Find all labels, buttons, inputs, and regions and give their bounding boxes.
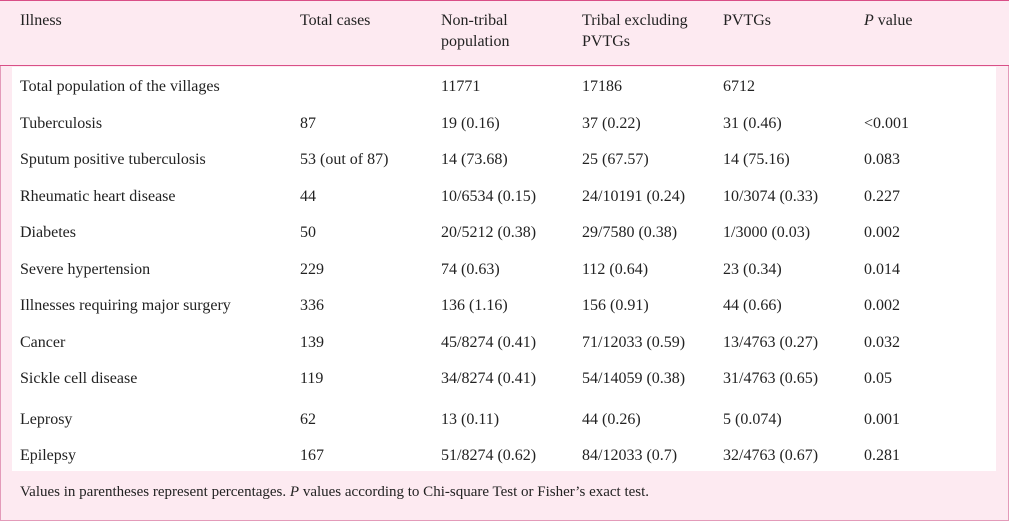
cell-total-cases: 119	[300, 370, 324, 387]
cell-p-value: 0.227	[864, 188, 900, 205]
cell-total-cases: 53 (out of 87)	[300, 151, 389, 168]
header-non-tribal-line1: Non-tribal	[441, 12, 508, 29]
table-row: Epilepsy 167 51/8274 (0.62) 84/12033 (0.7) 3…	[12, 444, 996, 480]
header-p-value-label: value	[873, 12, 913, 29]
header-tribal-line2: PVTGs	[582, 33, 631, 50]
cell-p-value: 0.014	[864, 261, 900, 278]
cell-pvtgs: 32/4763 (0.67)	[723, 447, 819, 464]
header-tribal-excluding: Tribal excluding PVTGs	[582, 10, 688, 52]
table-row: Sputum positive tuberculosis 53 (out of 8…	[12, 148, 996, 184]
cell-non-tribal: 136 (1.16)	[441, 297, 508, 314]
cell-non-tribal: 11771	[441, 78, 481, 95]
table-row: Tuberculosis 87 19 (0.16) 37 (0.22) 31 (0.46…	[12, 112, 996, 148]
cell-tribal-excluding: 44 (0.26)	[582, 411, 641, 428]
cell-non-tribal: 10/6534 (0.15)	[441, 188, 537, 205]
header-p-value: P value	[864, 10, 912, 31]
header-p-letter: P	[864, 12, 874, 29]
cell-tribal-excluding: 84/12033 (0.7)	[582, 447, 678, 464]
cell-total-cases: 62	[300, 411, 316, 428]
cell-pvtgs: 14 (75.16)	[723, 151, 790, 168]
table-row: Rheumatic heart disease 44 10/6534 (0.15) 2…	[12, 185, 996, 221]
cell-p-value: 0.05	[864, 370, 892, 387]
cell-pvtgs: 13/4763 (0.27)	[723, 334, 819, 351]
cell-non-tribal: 51/8274 (0.62)	[441, 447, 537, 464]
cell-p-value: <0.001	[864, 115, 910, 132]
cell-pvtgs: 5 (0.074)	[723, 411, 782, 428]
cell-non-tribal: 19 (0.16)	[441, 115, 500, 132]
cell-tribal-excluding: 112 (0.64)	[582, 261, 649, 278]
cell-p-value: 0.083	[864, 151, 900, 168]
cell-total-cases: 336	[300, 297, 324, 314]
footnote-text-2: values according to Chi-square Test or F…	[299, 484, 650, 500]
cell-non-tribal: 13 (0.11)	[441, 411, 500, 428]
header-non-tribal-line2: population	[441, 33, 510, 50]
table-row: Leprosy 62 13 (0.11) 44 (0.26) 5 (0.074) 0.00…	[12, 408, 996, 444]
cell-p-value: 0.032	[864, 334, 900, 351]
cell-total-cases: 139	[300, 334, 324, 351]
cell-p-value: 0.001	[864, 411, 900, 428]
cell-illness: Rheumatic heart disease	[20, 188, 176, 205]
header-illness-label: Illness	[20, 12, 62, 29]
header-total-cases: Total cases	[300, 10, 370, 31]
table-row: Illnesses requiring major surgery 336 136 …	[12, 294, 996, 330]
header-pvtgs: PVTGs	[723, 10, 771, 31]
cell-tribal-excluding: 54/14059 (0.38)	[582, 370, 686, 387]
cell-illness: Illnesses requiring major surgery	[20, 297, 231, 314]
cell-non-tribal: 45/8274 (0.41)	[441, 334, 537, 351]
cell-non-tribal: 74 (0.63)	[441, 261, 500, 278]
table-row: Sickle cell disease 119 34/8274 (0.41) 54/1…	[12, 367, 996, 403]
table-row: Diabetes 50 20/5212 (0.38) 29/7580 (0.38) 1/…	[12, 221, 996, 257]
cell-tribal-excluding: 156 (0.91)	[582, 297, 649, 314]
header-illness: Illness	[20, 10, 62, 31]
cell-tribal-excluding: 24/10191 (0.24)	[582, 188, 686, 205]
header-tribal-line1: Tribal excluding	[582, 12, 688, 29]
table-row: Total population of the villages 11771 171…	[12, 75, 996, 111]
cell-total-cases: 44	[300, 188, 316, 205]
cell-pvtgs: 10/3074 (0.33)	[723, 188, 819, 205]
cell-pvtgs: 6712	[723, 78, 755, 95]
cell-pvtgs: 44 (0.66)	[723, 297, 782, 314]
footnote-p-letter: P	[289, 484, 300, 500]
cell-illness: Epilepsy	[20, 447, 76, 464]
cell-tribal-excluding: 17186	[582, 78, 622, 95]
cell-pvtgs: 31 (0.46)	[723, 115, 782, 132]
cell-non-tribal: 20/5212 (0.38)	[441, 224, 537, 241]
footnote-text-1: Values in parentheses represent percenta…	[20, 484, 290, 500]
cell-illness: Total population of the villages	[20, 78, 220, 95]
cell-non-tribal: 34/8274 (0.41)	[441, 370, 537, 387]
header-pvtgs-label: PVTGs	[723, 12, 772, 29]
cell-pvtgs: 23 (0.34)	[723, 261, 782, 278]
cell-total-cases: 87	[300, 115, 316, 132]
cell-pvtgs: 1/3000 (0.03)	[723, 224, 811, 241]
table-footnote: Values in parentheses represent percenta…	[20, 482, 649, 502]
cell-illness: Cancer	[20, 334, 66, 351]
cell-illness: Severe hypertension	[20, 261, 151, 278]
header-non-tribal: Non-tribal population	[441, 10, 509, 52]
cell-tribal-excluding: 29/7580 (0.38)	[582, 224, 678, 241]
cell-illness: Leprosy	[20, 411, 73, 428]
cell-p-value: 0.281	[864, 447, 900, 464]
cell-tribal-excluding: 37 (0.22)	[582, 115, 641, 132]
table-header: Illness Total cases Non-tribal populatio…	[0, 0, 1009, 66]
cell-illness: Diabetes	[20, 224, 76, 241]
cell-pvtgs: 31/4763 (0.65)	[723, 370, 819, 387]
cell-total-cases: 167	[300, 447, 324, 464]
table-body: Total population of the villages 11771 171…	[12, 67, 996, 471]
cell-illness: Tuberculosis	[20, 115, 103, 132]
cell-illness: Sickle cell disease	[20, 370, 138, 387]
cell-p-value: 0.002	[864, 297, 900, 314]
cell-tribal-excluding: 71/12033 (0.59)	[582, 334, 686, 351]
table-row: Severe hypertension 229 74 (0.63) 112 (0.64…	[12, 258, 996, 294]
header-total-cases-label: Total cases	[300, 12, 371, 29]
cell-non-tribal: 14 (73.68)	[441, 151, 508, 168]
cell-illness: Sputum positive tuberculosis	[20, 151, 206, 168]
cell-tribal-excluding: 25 (67.57)	[582, 151, 649, 168]
table-row: Cancer 139 45/8274 (0.41) 71/12033 (0.59) 13…	[12, 331, 996, 367]
cell-p-value: 0.002	[864, 224, 900, 241]
cell-total-cases: 229	[300, 261, 324, 278]
cell-total-cases: 50	[300, 224, 316, 241]
